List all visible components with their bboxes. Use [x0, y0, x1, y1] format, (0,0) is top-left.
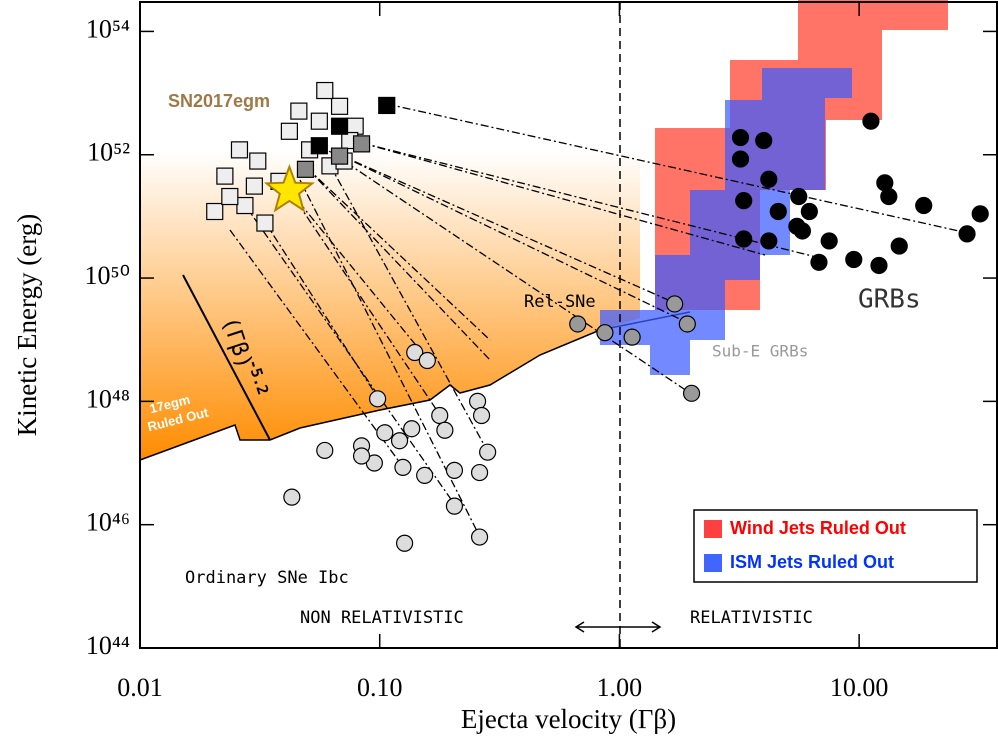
legend-box	[693, 509, 978, 583]
x-tick-label: 1.00	[597, 673, 643, 702]
x-axis-title: Ejecta velocity (Γβ)	[461, 704, 676, 734]
square-point	[310, 137, 328, 155]
circle-point	[418, 351, 436, 370]
circle-point	[445, 497, 464, 515]
square-point	[221, 187, 239, 206]
circle-point	[890, 237, 908, 255]
circle-point	[394, 458, 412, 476]
square-point	[236, 196, 254, 215]
square-point	[316, 81, 334, 100]
circle-point	[623, 328, 641, 346]
x-tick-label: 0.10	[357, 673, 403, 702]
legend-swatch	[704, 554, 722, 572]
circle-point	[820, 232, 838, 250]
annotation: SN2017egm	[168, 91, 270, 111]
square-point	[346, 117, 364, 135]
annotation: NON RELATIVISTIC	[300, 608, 464, 628]
square-point	[280, 122, 298, 140]
circle-point	[445, 461, 464, 479]
circle-point	[678, 315, 696, 333]
x-tick-label: 10.00	[830, 673, 889, 702]
legend-swatch	[704, 520, 722, 538]
circle-point	[390, 432, 409, 450]
connection-lines	[229, 103, 969, 538]
square-point	[230, 141, 249, 159]
circle-point	[971, 205, 989, 223]
circle-point	[790, 187, 808, 206]
circle-point	[436, 421, 454, 439]
circle-point	[735, 230, 753, 248]
circle-point	[470, 528, 489, 546]
circle-point	[470, 463, 489, 482]
y-tick-label: 10⁴⁸	[86, 384, 130, 413]
square-point	[378, 96, 396, 115]
circle-point	[731, 128, 750, 147]
star-point	[263, 163, 315, 213]
circle-point	[406, 343, 424, 362]
legend-label: ISM Jets Ruled Out	[730, 552, 894, 572]
annotation: RELATIVISTIC	[690, 608, 813, 628]
square-point	[256, 214, 274, 232]
x-tick-label: 0.01	[117, 673, 163, 702]
circle-point	[369, 390, 387, 408]
y-tick-label: 10⁴⁶	[86, 508, 130, 537]
circle-point	[735, 192, 753, 210]
circle-point	[870, 256, 888, 275]
circle-point	[682, 384, 701, 402]
circle-point	[880, 187, 898, 206]
y-tick-label: 10⁵⁴	[86, 14, 130, 43]
annotation: Sub-E GRBs	[712, 342, 808, 361]
circle-point	[479, 443, 497, 461]
y-tick-label: 10⁵⁰	[85, 261, 131, 290]
circle-point	[769, 202, 787, 221]
circle-point	[760, 232, 778, 250]
y-axis-title: Kinetic Energy (erg)	[12, 214, 42, 436]
circle-point	[403, 420, 421, 438]
annotation: GRBs	[858, 285, 921, 315]
y-tick-label: 10⁴⁴	[86, 631, 130, 660]
circle-point	[915, 196, 933, 215]
circle-point	[958, 225, 976, 243]
annotation: Ordinary SNe Ibc	[185, 568, 349, 588]
circle-point	[666, 295, 684, 313]
circle-point	[431, 406, 449, 425]
circle-point	[468, 392, 487, 410]
circle-point	[800, 202, 818, 221]
circle-point	[416, 466, 434, 484]
circle-point	[472, 406, 491, 425]
square-point	[330, 97, 349, 115]
square-point	[206, 202, 224, 221]
square-point	[216, 167, 234, 185]
circle-point	[862, 112, 880, 130]
circle-point	[845, 250, 863, 269]
circle-point	[793, 222, 812, 240]
circle-point	[352, 447, 371, 465]
y-tick-label: 10⁵²	[87, 138, 130, 167]
circle-point	[283, 488, 301, 506]
square-point	[330, 117, 349, 135]
legend-label: Wind Jets Ruled Out	[730, 518, 906, 538]
square-point	[290, 102, 308, 120]
square-point	[245, 177, 263, 195]
circle-point	[755, 131, 773, 150]
square-point	[296, 160, 315, 178]
circle-point	[316, 441, 334, 460]
circle-point	[731, 150, 750, 168]
square-point	[310, 112, 328, 130]
circle-point	[596, 324, 614, 342]
circle-point	[810, 253, 828, 271]
circle-point	[569, 315, 587, 333]
annotation: Rel-SNe	[524, 292, 596, 312]
square-point	[352, 135, 371, 153]
circle-point	[376, 424, 394, 442]
square-point	[330, 147, 349, 165]
square-point	[249, 152, 267, 170]
circle-point	[760, 170, 778, 188]
slope-line	[182, 274, 271, 441]
circle-point	[395, 534, 414, 552]
plot-frame	[139, 1, 998, 649]
arrow	[574, 621, 662, 633]
